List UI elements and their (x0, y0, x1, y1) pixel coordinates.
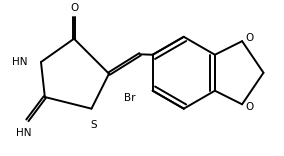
Text: O: O (245, 33, 253, 43)
Text: S: S (90, 120, 97, 130)
Text: HN: HN (16, 128, 31, 138)
Text: O: O (245, 102, 253, 112)
Text: Br: Br (124, 93, 135, 103)
Text: O: O (70, 2, 78, 12)
Text: HN: HN (12, 57, 27, 67)
